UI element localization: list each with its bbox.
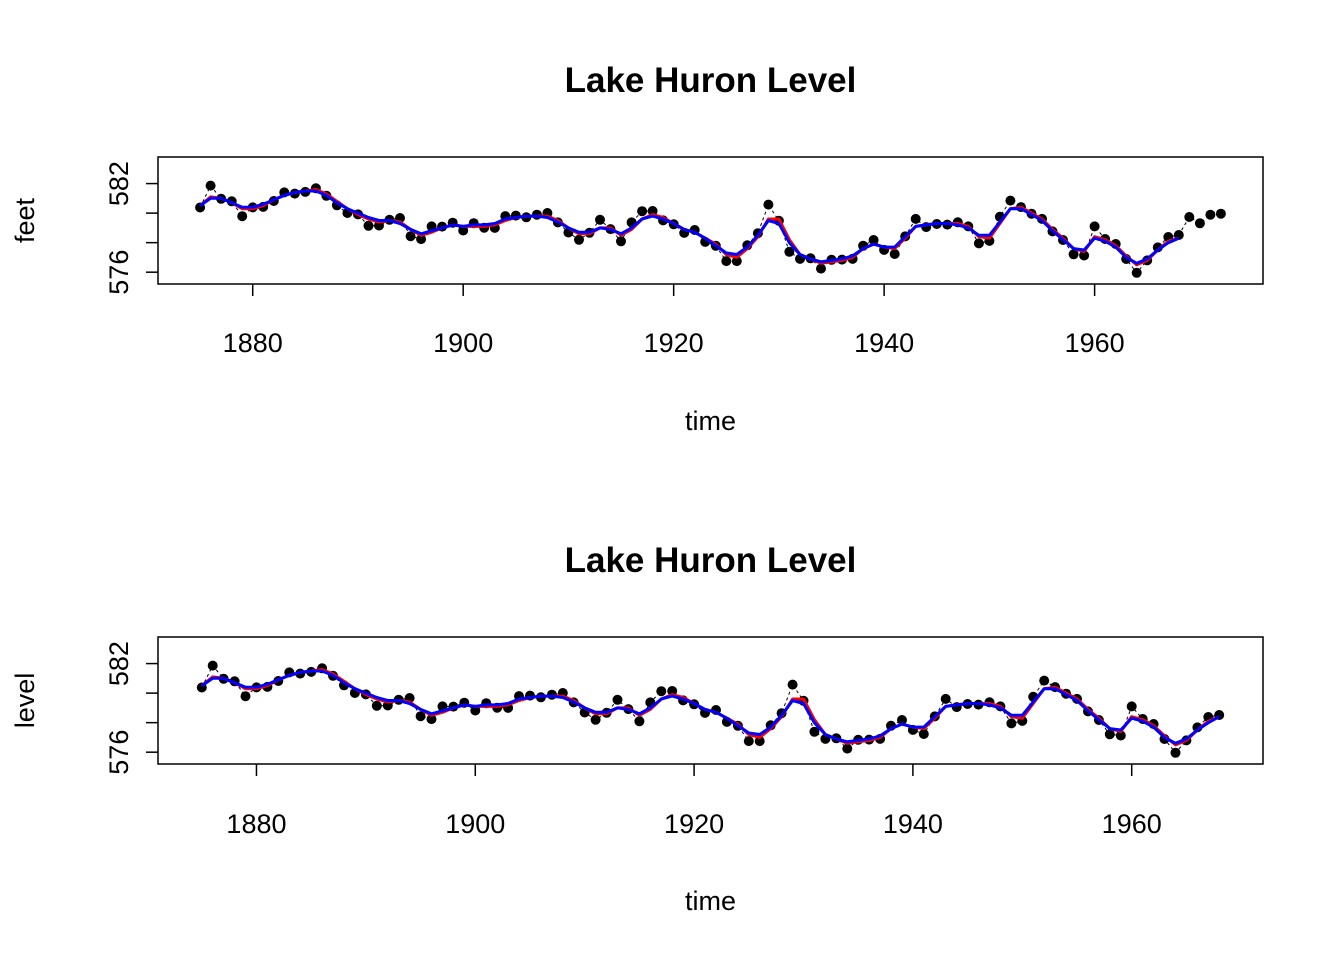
data-point	[787, 679, 798, 690]
data-point	[647, 206, 658, 216]
observed-series-line	[199, 184, 1221, 274]
data-point	[595, 214, 605, 225]
data-point	[1089, 221, 1100, 232]
x-tick-label: 1940	[883, 809, 943, 839]
data-point	[910, 213, 921, 224]
data-point	[973, 238, 984, 249]
data-point	[205, 180, 216, 191]
data-point	[574, 234, 584, 245]
red-smooth-line	[199, 188, 1180, 267]
data-point	[816, 263, 826, 274]
x-tick-label: 1880	[226, 809, 286, 839]
data-point	[754, 736, 765, 747]
x-tick-label: 1960	[1065, 328, 1125, 358]
chart-panel-bottom: Lake Huron Level 1880 1900 1920 1940 1960 576 5…	[10, 541, 1264, 916]
data-point	[616, 236, 626, 247]
data-point	[1005, 195, 1016, 206]
data-point	[918, 729, 929, 739]
data-point	[763, 199, 774, 210]
x-tick-label: 1900	[433, 328, 493, 358]
data-point	[1170, 747, 1181, 758]
data-point	[1104, 729, 1115, 740]
data-point	[721, 256, 732, 267]
data-point	[940, 693, 951, 704]
y-tick-label: 582	[104, 161, 134, 206]
y-tick-label: 576	[104, 730, 134, 775]
data-point	[1194, 218, 1205, 229]
x-tick-label: 1960	[1102, 809, 1162, 839]
data-point	[889, 249, 900, 259]
data-point	[1131, 267, 1142, 278]
red-smooth-line	[200, 668, 1220, 747]
data-point	[416, 234, 427, 245]
data-point	[809, 726, 820, 737]
data-point	[207, 660, 218, 671]
data-point	[405, 231, 416, 242]
data-point	[237, 211, 248, 222]
chart-title: Lake Huron Level	[565, 541, 857, 580]
data-point	[1184, 212, 1195, 222]
data-point	[1006, 718, 1017, 729]
data-point	[458, 225, 469, 236]
y-tick-label: 576	[104, 250, 134, 295]
data-point	[470, 705, 481, 716]
x-axis-label: time	[685, 886, 736, 916]
data-point	[656, 686, 667, 697]
data-point	[1039, 675, 1050, 686]
data-point	[240, 691, 251, 702]
data-point	[612, 694, 623, 705]
chart-panel-top: Lake Huron Level 1880 1900 1920 1940 1960 576 5…	[10, 61, 1264, 436]
x-tick-label: 1880	[223, 328, 283, 358]
data-point	[590, 714, 601, 725]
data-point	[667, 686, 678, 696]
data-point	[1068, 249, 1079, 260]
data-point	[1126, 701, 1137, 712]
chart-title: Lake Huron Level	[565, 61, 857, 100]
x-tick-label: 1920	[644, 328, 704, 358]
x-tick-label: 1940	[854, 328, 914, 358]
x-axis-label: time	[685, 406, 736, 436]
data-point	[371, 700, 382, 711]
data-point	[842, 743, 853, 754]
blue-smooth-line	[200, 669, 1220, 745]
data-point	[1205, 209, 1216, 220]
plot-frame	[157, 636, 1264, 765]
data-point	[363, 220, 374, 231]
y-axis-label: level	[10, 673, 40, 729]
data-point	[784, 246, 795, 257]
blue-smooth-line	[199, 189, 1180, 265]
data-point	[743, 736, 754, 747]
data-point	[731, 256, 742, 267]
data-point	[426, 714, 437, 725]
data-point	[637, 206, 648, 217]
y-axis-label: feet	[10, 197, 40, 243]
data-point	[1079, 250, 1090, 261]
data-point	[868, 235, 879, 245]
x-tick-label: 1900	[445, 809, 505, 839]
observed-series-line	[201, 664, 1220, 754]
data-point	[1115, 730, 1126, 741]
y-tick-label: 582	[104, 641, 134, 686]
data-point	[897, 715, 907, 725]
data-point	[1215, 208, 1226, 219]
x-tick-label: 1920	[664, 809, 724, 839]
data-point	[634, 716, 645, 727]
plot-frame	[157, 156, 1264, 285]
data-point	[415, 711, 426, 722]
